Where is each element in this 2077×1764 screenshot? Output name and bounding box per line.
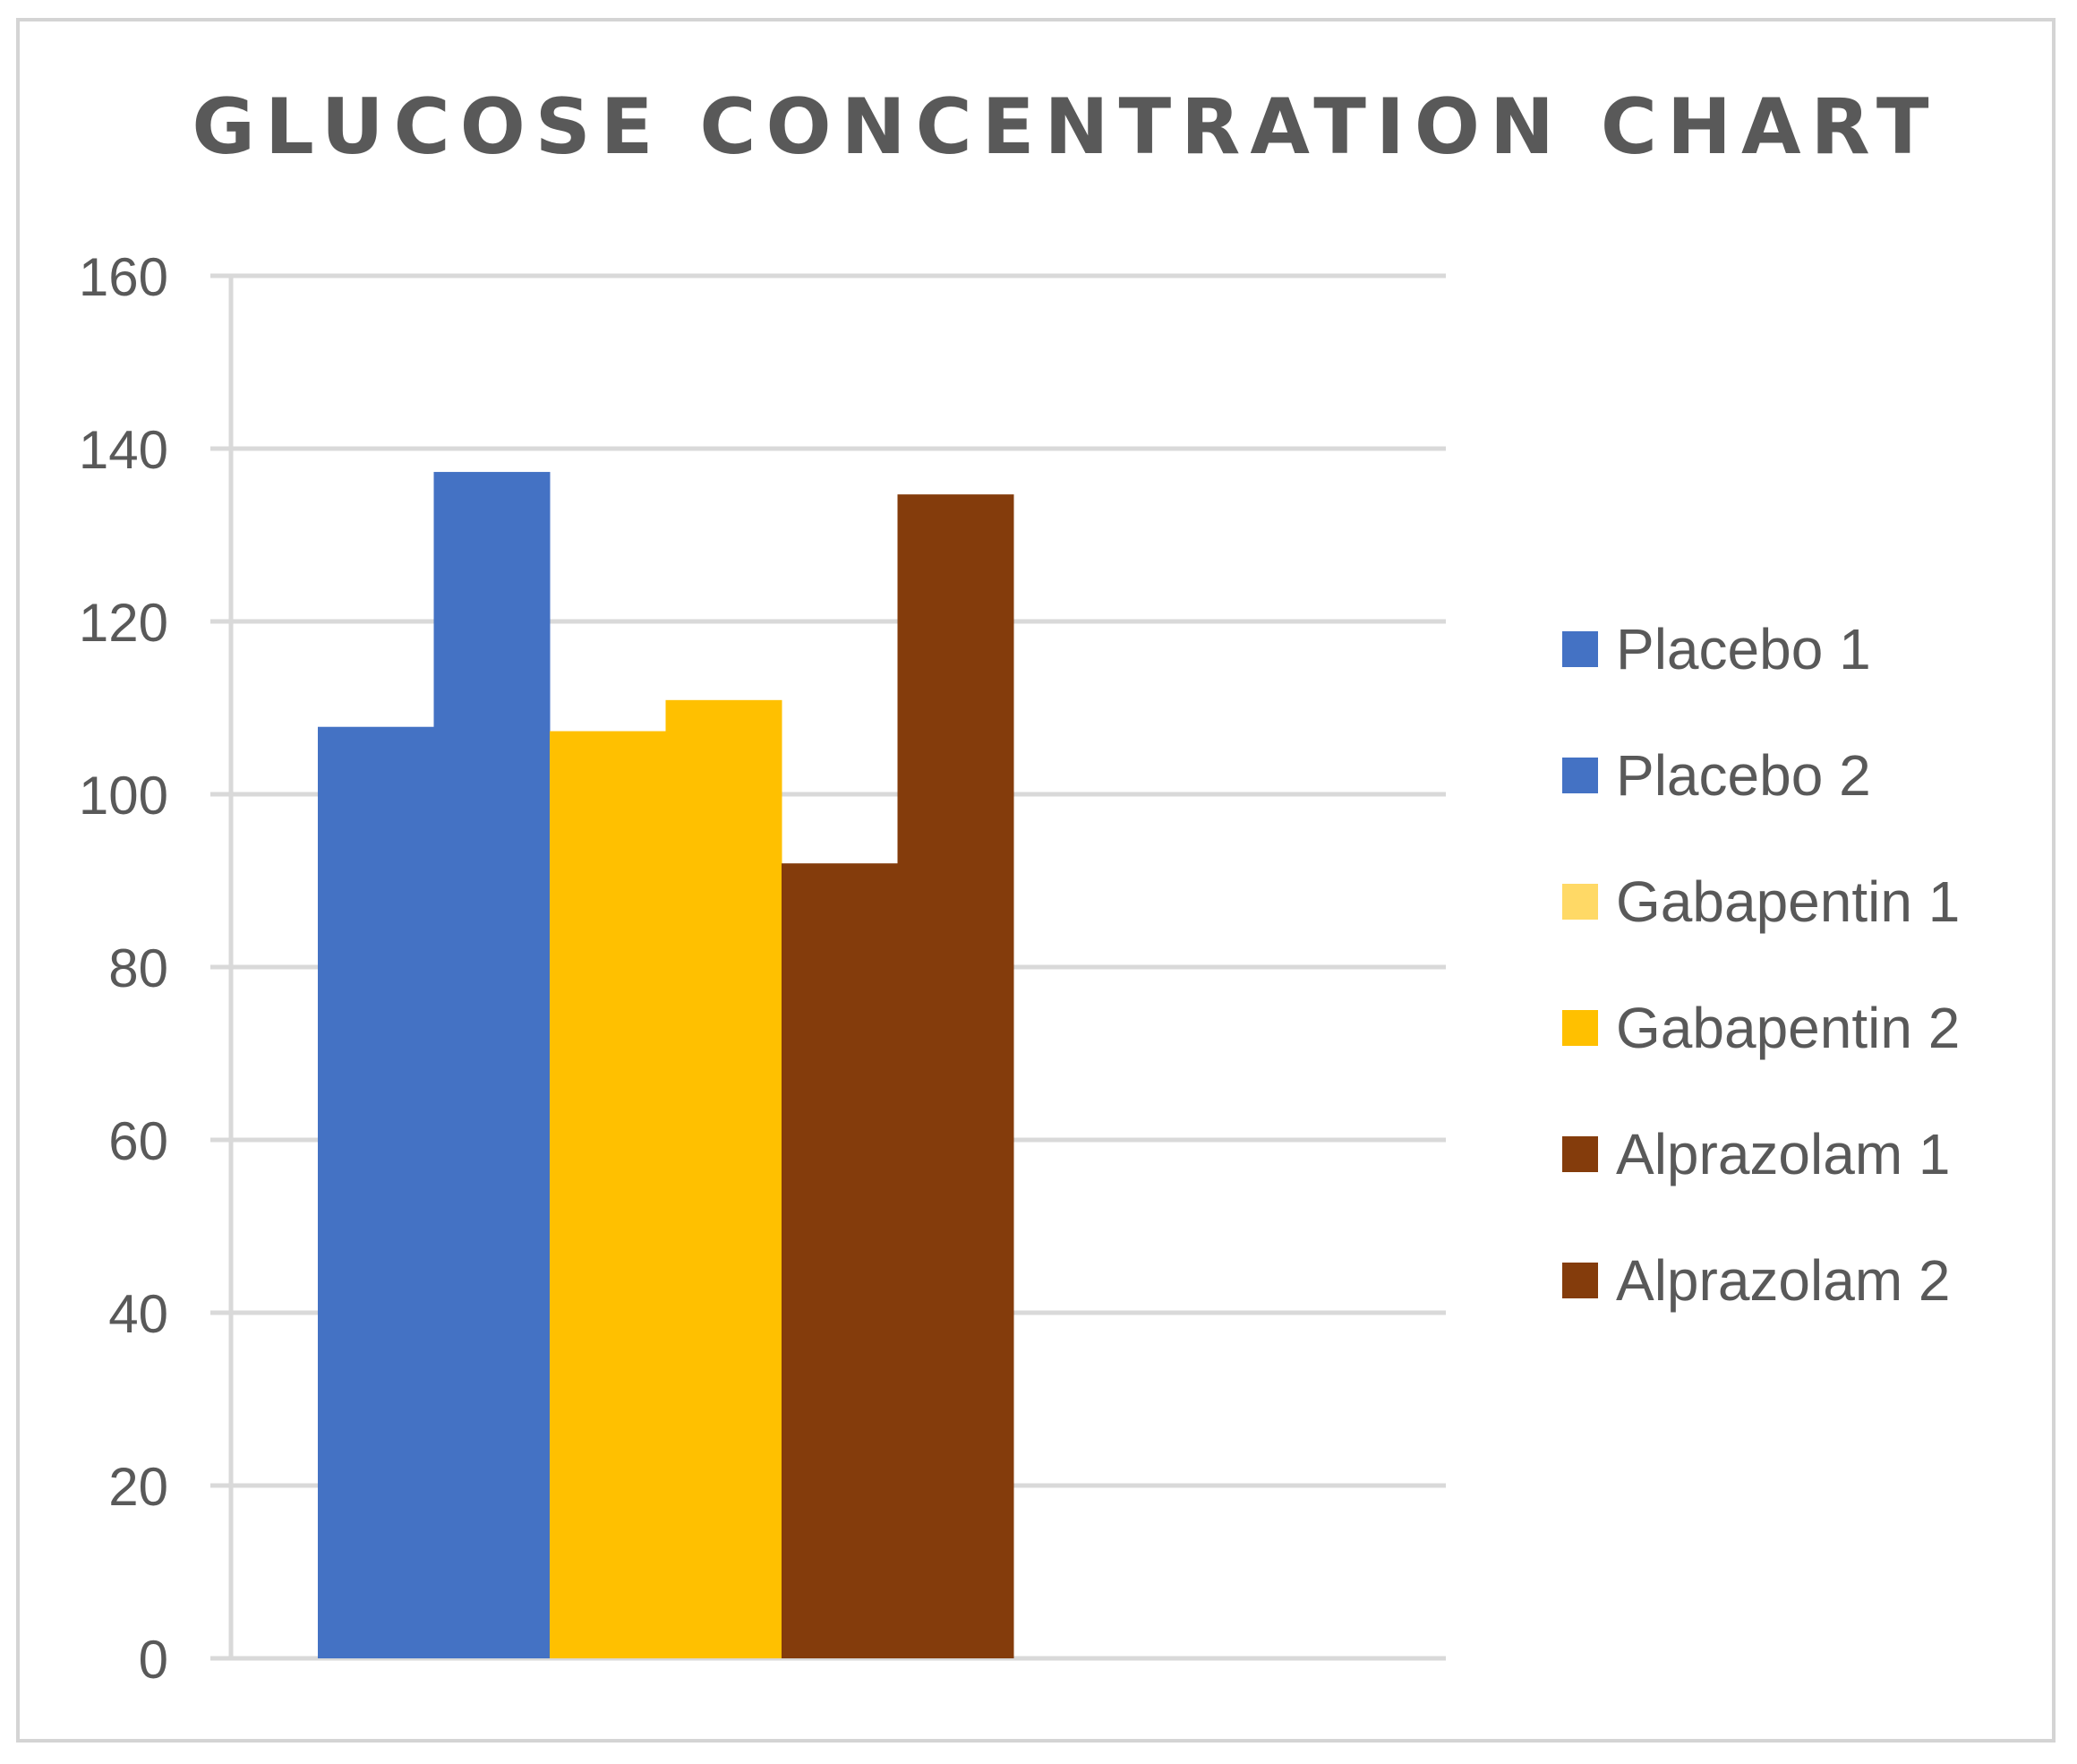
legend-item: Placebo 1 <box>1562 609 2046 735</box>
y-tick-label: 60 <box>108 1111 168 1171</box>
legend-item: Alprazolam 2 <box>1562 1240 2046 1366</box>
bar-alprazolam-1 <box>782 863 898 1658</box>
bar-gabapentin-2 <box>665 699 782 1659</box>
y-tick-label: 160 <box>79 247 168 307</box>
legend-swatch <box>1562 1136 1598 1172</box>
legend-label: Alprazolam 1 <box>1616 1122 1951 1186</box>
legend-item: Gabapentin 2 <box>1562 988 2046 1114</box>
legend-item: Alprazolam 1 <box>1562 1114 2046 1240</box>
legend-label: Placebo 1 <box>1616 617 1871 681</box>
legend-item: Gabapentin 1 <box>1562 861 2046 988</box>
bars <box>318 472 1014 1659</box>
bar-gabapentin-1 <box>550 731 666 1659</box>
legend-item: Placebo 2 <box>1562 735 2046 861</box>
bar-placebo-2 <box>433 472 551 1659</box>
legend-swatch <box>1562 1010 1598 1046</box>
y-tick-label: 0 <box>139 1630 168 1690</box>
legend-swatch <box>1562 884 1598 920</box>
legend-label: Gabapentin 2 <box>1616 996 1961 1060</box>
bar-placebo-1 <box>318 726 434 1658</box>
bar-alprazolam-2 <box>897 494 1014 1658</box>
chart-title: GLUCOSE CONCENTRATION CHART <box>192 82 1939 172</box>
y-tick-label: 20 <box>108 1457 168 1517</box>
legend: Placebo 1 Placebo 2 Gabapentin 1 Gabapentin… <box>1562 609 2046 1366</box>
legend-label: Placebo 2 <box>1616 743 1871 808</box>
legend-swatch <box>1562 758 1598 793</box>
y-tick-label: 140 <box>79 420 168 480</box>
y-tick-label: 100 <box>79 766 168 826</box>
legend-swatch <box>1562 1263 1598 1298</box>
legend-swatch <box>1562 631 1598 667</box>
y-tick-label: 120 <box>79 593 168 653</box>
y-axis: 0 20 40 60 80 100 120 140 160 <box>79 247 234 1690</box>
legend-label: Gabapentin 1 <box>1616 869 1961 934</box>
y-tick-label: 80 <box>108 938 168 998</box>
legend-label: Alprazolam 2 <box>1616 1248 1951 1313</box>
y-tick-label: 40 <box>108 1284 168 1344</box>
